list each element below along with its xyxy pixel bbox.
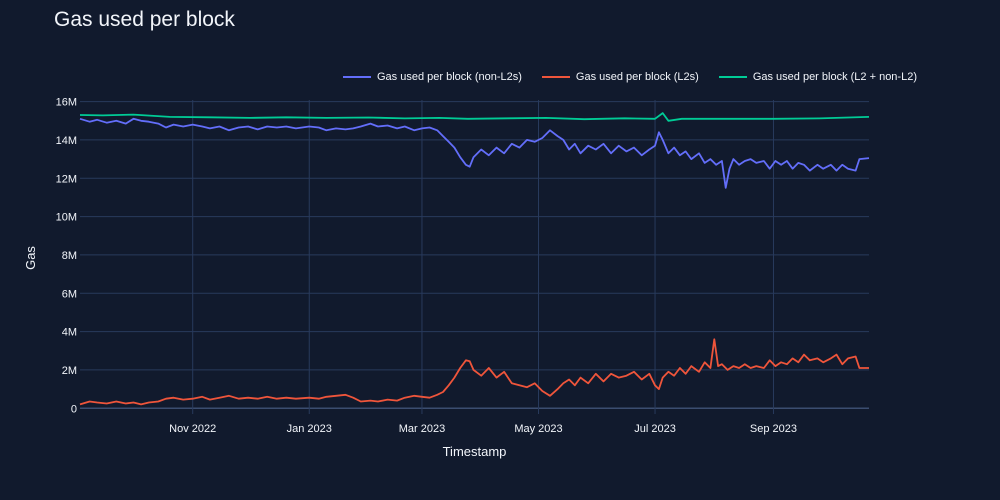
y-tick-label: 4M [62,327,77,339]
legend-swatch-non-l2 [343,76,371,78]
y-tick-label: 14M [56,135,77,147]
y-tick-label: 12M [56,173,77,185]
tick-layer: 0 2M 4M 6M 8M 10M 12M 14M 16M Nov 2022 Jan 2023 Mar… [56,97,797,435]
x-tick-label: Nov 2022 [169,423,216,435]
chart-title: Gas used per block [54,8,235,31]
legend-swatch-total [718,76,747,78]
series-line-l2[interactable] [79,338,869,406]
x-tick-label: Jan 2023 [287,423,332,435]
x-tick-label: Sep 2023 [750,423,797,435]
y-tick-label: 16M [56,97,77,109]
legend-swatch-l2 [541,76,570,78]
y-tick-label: 2M [62,365,77,377]
legend-item-l2[interactable]: Gas used per block (L2s) [541,71,699,83]
y-tick-label: 10M [56,212,77,224]
x-tick-label: May 2023 [514,423,562,435]
y-axis-title: Gas [23,246,38,270]
legend-label-total: Gas used per block (L2 + non-L2) [752,71,917,83]
x-axis-title: Timestamp [443,444,507,459]
x-tick-label: Mar 2023 [399,423,445,435]
legend-label-l2: Gas used per block (L2s) [575,71,699,83]
series-line-non-l2[interactable] [79,117,870,189]
y-tick-label: 6M [62,288,77,300]
legend-label-non-l2: Gas used per block (non-L2s) [377,71,522,83]
legend-item-total[interactable]: Gas used per block (L2 + non-L2) [718,71,917,83]
y-tick-label: 0 [71,403,77,415]
series-line-total[interactable] [79,112,870,122]
series-layer [79,112,870,406]
legend-item-non-l2[interactable]: Gas used per block (non-L2s) [343,71,522,83]
y-tick-label: 8M [62,250,77,262]
grid-layer [80,100,869,414]
legend[interactable]: Gas used per block (non-L2s) Gas used pe… [343,71,917,83]
x-tick-label: Jul 2023 [634,423,676,435]
